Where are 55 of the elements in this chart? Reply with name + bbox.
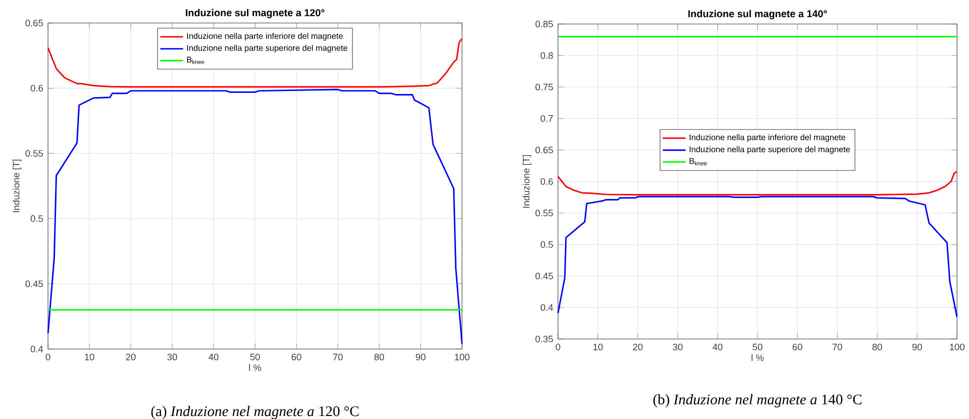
y-tick-label: 0.5 — [540, 241, 553, 248]
legend-label: Induzione nella parte inferiore del magnete — [187, 32, 343, 41]
y-tick-label: 0.65 — [25, 20, 43, 26]
y-tick-label: 0.75 — [535, 84, 553, 90]
x-tick-label: 40 — [208, 354, 218, 360]
y-tick-label: 0.8 — [540, 52, 553, 59]
line-series — [47, 88, 463, 345]
y-tick-label: 0.85 — [535, 20, 553, 28]
x-tick-label: 100 — [950, 344, 964, 350]
legend-label: Induzione nella parte superiore del magnete — [690, 146, 850, 154]
y-tick-label: 0.5 — [30, 215, 43, 222]
y-tick-label: 0.55 — [25, 150, 43, 157]
legend-label: B$_{knee}$ — [690, 158, 707, 166]
x-axis-title: l % — [249, 364, 262, 371]
y-tick-label: 0.65 — [535, 146, 553, 154]
x-tick-label: 70 — [333, 354, 343, 360]
x-tick-label: 20 — [633, 344, 643, 350]
legend-label: B$_{knee}$ — [187, 56, 204, 64]
y-tick-label: 0.4 — [540, 304, 554, 311]
y-tick-label: 0.55 — [535, 210, 553, 216]
x-tick-label: 90 — [912, 344, 922, 350]
x-tick-label: 60 — [292, 354, 302, 360]
x-tick-label: 80 — [374, 354, 384, 360]
x-tick-label: 0 — [556, 344, 560, 350]
y-tick-label: 0.6 — [30, 84, 43, 92]
legend-label: Induzione nella parte inferiore del magnete — [690, 134, 846, 142]
x-tick-label: 70 — [832, 344, 842, 350]
y-tick-label: 0.4 — [30, 346, 44, 352]
legend-label: Induzione nella parte superiore del magnete — [187, 44, 348, 53]
x-tick-label: 20 — [126, 354, 136, 360]
chart-title: Induzione sul magnete a 120° — [186, 8, 324, 18]
y-tick-label: 0.45 — [25, 280, 43, 288]
x-tick-label: 100 — [454, 354, 470, 360]
x-tick-label: 90 — [416, 354, 426, 360]
x-tick-label: 80 — [872, 344, 882, 350]
chart-title: Induzione sul magnete a 140° — [688, 10, 827, 20]
y-axis-title: Induzione [T] — [12, 160, 22, 212]
y-tick-label: 0.6 — [540, 178, 553, 185]
x-tick-label: 10 — [593, 344, 603, 350]
y-tick-label: 0.35 — [535, 336, 553, 342]
y-axis-title: Induzione [T] — [522, 155, 532, 208]
text: (a) Induzione nel magnete a 120 °C — [151, 406, 359, 419]
line-series — [557, 196, 958, 318]
text: (b) Induzione nel magnete a 140 °C — [653, 394, 862, 408]
x-tick-label: 50 — [752, 344, 762, 350]
x-axis-title: l % — [752, 354, 764, 361]
x-tick-label: 60 — [792, 344, 802, 350]
y-tick-label: 0.7 — [540, 115, 553, 122]
x-tick-label: 30 — [672, 344, 683, 350]
x-tick-label: 30 — [167, 354, 178, 360]
x-tick-label: 10 — [84, 354, 94, 360]
x-tick-label: 50 — [250, 354, 260, 360]
x-tick-label: 40 — [712, 344, 722, 350]
x-tick-label: 0 — [46, 354, 50, 360]
y-tick-label: 0.45 — [535, 272, 553, 280]
